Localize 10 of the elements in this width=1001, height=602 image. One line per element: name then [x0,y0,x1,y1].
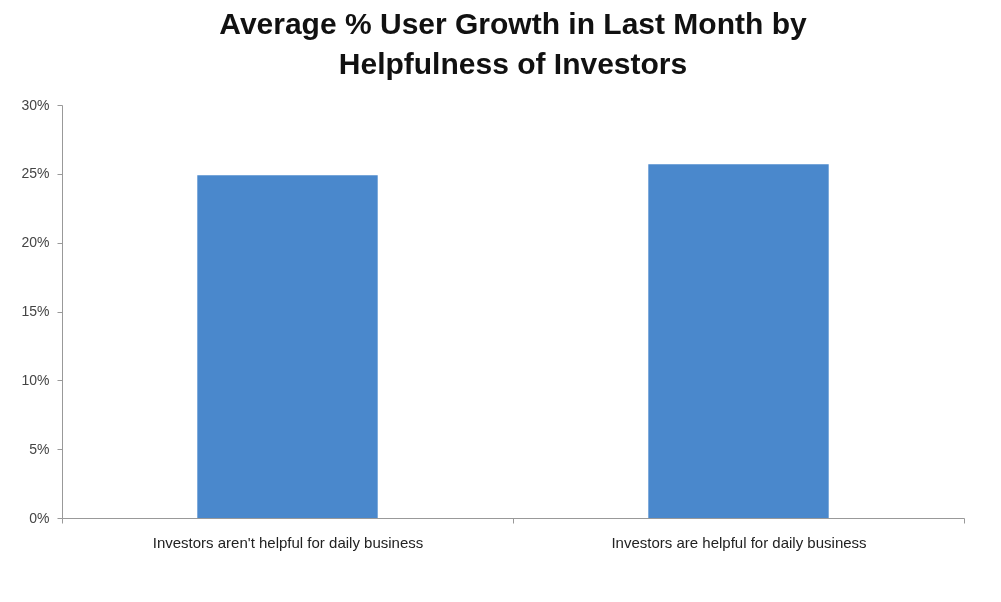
y-tick-label: 10% [21,371,50,388]
x-tick-label: Investors aren't helpful for daily business [152,533,424,551]
y-tick-label: 15% [21,303,50,319]
x-tick-label: Investors are helpful for daily business [611,533,867,551]
y-tick-label: 25% [21,165,50,182]
y-tick-label: 0% [29,509,50,526]
y-tick-label: 20% [21,234,50,251]
y-tick-label: 30% [21,96,50,113]
y-tick-label: 5% [29,440,50,457]
chart-title: Average % User Growth in Last Month by Helpfulness of Investors [219,7,807,80]
